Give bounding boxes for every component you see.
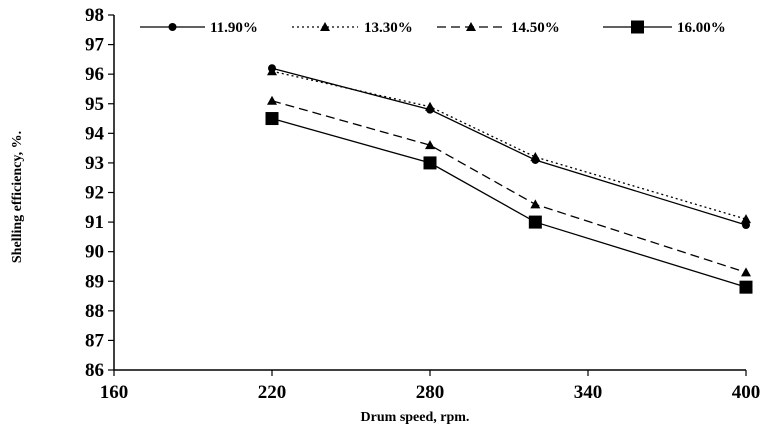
data-point-marker [267, 95, 277, 105]
x-axis-title: Drum speed, rpm. [361, 410, 470, 425]
legend-label: 11.90% [210, 20, 258, 36]
y-tick-label: 92 [85, 183, 104, 204]
y-tick-label: 93 [85, 153, 104, 174]
legend-item-2: 13.30% [292, 20, 413, 36]
series-2 [267, 66, 751, 224]
y-tick-label: 91 [85, 212, 104, 233]
axes [113, 15, 746, 371]
y-tick-label: 89 [85, 271, 104, 292]
series-lines [265, 64, 753, 294]
x-tick-label: 160 [100, 382, 129, 403]
y-axis-title: Shelling efficiency, %. [10, 131, 25, 263]
legend-label: 16.00% [677, 20, 726, 36]
data-point-marker [423, 156, 437, 170]
data-point-marker [530, 199, 541, 209]
x-tick-label: 220 [258, 382, 287, 403]
series-1 [268, 64, 750, 230]
series-4 [265, 112, 753, 294]
data-point-marker [528, 215, 542, 229]
data-point-marker [425, 101, 435, 111]
y-tick-label: 86 [85, 360, 104, 381]
y-tick-label: 88 [85, 301, 104, 322]
data-point-marker [739, 280, 753, 294]
legend-item-4: 16.00% [603, 20, 726, 36]
data-point-marker [267, 66, 277, 76]
series-line [271, 117, 747, 288]
legend-item-1: 11.90% [140, 20, 258, 36]
series-3 [267, 95, 751, 277]
legend-marker [320, 22, 330, 31]
x-tick-label: 280 [416, 382, 445, 403]
data-point-marker [741, 267, 751, 277]
x-tick-label: 340 [574, 382, 603, 403]
legend-marker [168, 23, 177, 31]
legend-label: 14.50% [511, 20, 560, 36]
legend-marker [631, 20, 644, 34]
x-tick-label: 400 [732, 382, 761, 403]
axis-ticks: 86 87 88 89 90 91 92 93 94 95 96 97 98 160 220 280 340 40… [85, 5, 760, 403]
legend-label: 13.30% [364, 20, 413, 36]
y-tick-label: 96 [85, 64, 104, 85]
legend-marker [466, 22, 476, 31]
legend-item-3: 14.50% [437, 20, 560, 36]
series-line [271, 67, 747, 226]
y-tick-label: 97 [85, 35, 105, 56]
y-tick-label: 98 [85, 5, 104, 26]
data-point-marker [425, 140, 435, 150]
y-tick-label: 94 [85, 123, 105, 144]
y-tick-label: 87 [85, 330, 105, 351]
data-point-marker [530, 152, 541, 161]
series-line [271, 70, 747, 220]
series-line [271, 100, 747, 273]
legend: 11.90% 13.30% 14.50% 16.00% [140, 20, 726, 36]
data-point-marker [265, 112, 279, 126]
y-tick-label: 90 [85, 242, 104, 263]
y-tick-label: 95 [85, 94, 104, 115]
data-point-marker [741, 214, 751, 224]
